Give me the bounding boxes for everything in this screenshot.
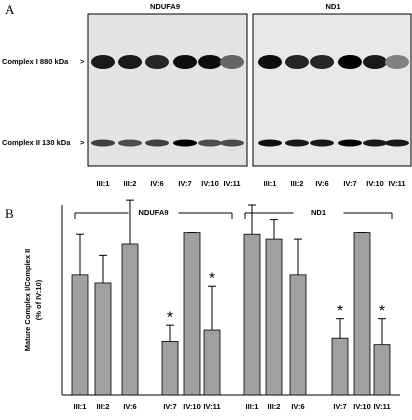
lane-label: IV:7 [343,179,356,188]
lane-label: IV:6 [315,179,328,188]
x-tick-label: IV:10 [183,402,201,411]
group-label-bg [128,207,179,219]
lane-label: IV:7 [178,179,191,188]
band [145,139,169,147]
band [363,139,387,147]
band [220,139,244,147]
x-tick-label: IV:7 [163,402,176,411]
x-tick-label: III:1 [74,402,87,411]
lane-label: III:2 [124,179,137,188]
band [258,55,282,69]
band [198,139,222,147]
band [338,55,362,69]
significance-marker: * [337,303,343,320]
panel-label: A [5,2,15,17]
band [258,139,282,147]
bar [289,274,307,396]
band [91,55,115,69]
band [91,139,115,147]
bar [373,344,391,396]
group-label: ND1 [311,208,326,217]
band [285,139,309,147]
y-axis-label-line: Mature Complex I/Complex II [23,249,32,352]
lane-label: IV:10 [366,179,384,188]
band [118,55,142,69]
lane-label: III:1 [264,179,277,188]
row-label: Complex II 130 kDa [2,138,71,147]
blot-frame [252,13,412,167]
band [145,55,169,69]
bar [71,274,89,396]
band [220,55,244,69]
x-tick-label: IV:6 [291,402,304,411]
arrow: > [80,138,85,147]
significance-marker: * [167,309,173,326]
band [310,139,334,147]
lane-label: IV:6 [150,179,163,188]
x-tick-label: III:1 [246,402,259,411]
lane-label: IV:11 [388,179,405,188]
bar [265,238,283,396]
significance-marker: * [379,303,385,320]
band [385,55,409,69]
band [173,55,197,69]
lane-label: III:1 [97,179,110,188]
band [310,55,334,69]
band [198,55,222,69]
band [363,55,387,69]
row-label: Complex I 880 kDa [2,57,69,66]
band [338,139,362,147]
bar [203,329,221,396]
blot-title: ND1 [325,2,340,11]
lane-label: IV:10 [201,179,219,188]
group-label-bg [293,207,344,219]
band [173,139,197,147]
x-tick-label: IV:10 [353,402,371,411]
x-tick-label: IV:11 [373,402,390,411]
band [118,139,142,147]
bar [161,341,179,396]
arrow: > [80,57,85,66]
bar [94,282,112,396]
x-tick-label: IV:7 [333,402,346,411]
x-tick-label: III:2 [268,402,281,411]
x-tick-label: IV:11 [203,402,220,411]
bar [353,232,371,396]
blot-title: NDUFA9 [150,2,180,11]
panel-label: B [5,206,14,221]
band [385,139,409,147]
bar [243,233,261,396]
lane-label: III:2 [291,179,304,188]
y-axis-label-line: (% of IV:10) [34,279,43,320]
bar [121,243,139,396]
band [285,55,309,69]
blot-frame [87,13,248,167]
y-axis-label: Mature Complex I/Complex II (% of IV:10) [23,249,43,352]
significance-marker: * [209,270,215,287]
x-tick-label: III:2 [97,402,110,411]
group-label: NDUFA9 [138,208,168,217]
bar [331,337,349,396]
bar [183,232,201,396]
x-tick-label: IV:6 [123,402,136,411]
lane-label: IV:11 [223,179,240,188]
